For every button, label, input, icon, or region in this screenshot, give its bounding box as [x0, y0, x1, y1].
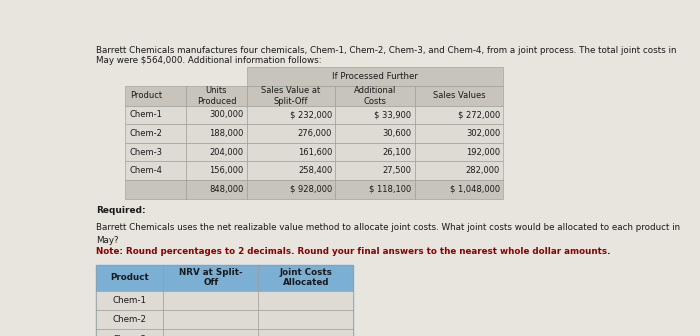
Text: 156,000: 156,000	[209, 166, 244, 175]
Text: 30,600: 30,600	[382, 129, 412, 138]
Bar	[335, 124, 414, 143]
Text: $ 1,048,000: $ 1,048,000	[450, 185, 500, 194]
Text: Additional
Costs: Additional Costs	[354, 86, 396, 106]
Text: Barrett Chemicals manufactures four chemicals, Chem-1, Chem-2, Chem-3, and Chem-: Barrett Chemicals manufactures four chem…	[96, 46, 676, 55]
Text: Chem-2: Chem-2	[113, 315, 146, 324]
Text: Sales Value at
Split-Off: Sales Value at Split-Off	[262, 86, 321, 106]
Bar	[96, 310, 163, 329]
Text: 282,000: 282,000	[466, 166, 500, 175]
Text: Chem-1: Chem-1	[130, 110, 162, 119]
Text: 258,400: 258,400	[298, 166, 332, 175]
Bar	[163, 329, 258, 336]
Bar	[247, 68, 503, 86]
Text: 192,000: 192,000	[466, 148, 500, 157]
Bar	[414, 124, 503, 143]
Text: Chem-3: Chem-3	[130, 148, 163, 157]
Bar	[125, 180, 186, 199]
Text: 188,000: 188,000	[209, 129, 244, 138]
Bar	[125, 106, 186, 124]
Text: Joint Costs
Allocated: Joint Costs Allocated	[279, 268, 332, 287]
Text: NRV at Split-
Off: NRV at Split- Off	[179, 268, 243, 287]
Bar	[96, 265, 163, 291]
Bar	[414, 143, 503, 161]
Bar	[414, 161, 503, 180]
Bar	[414, 180, 503, 199]
Bar	[258, 291, 354, 310]
Text: Chem-2: Chem-2	[130, 129, 162, 138]
Text: $ 928,000: $ 928,000	[290, 185, 332, 194]
Text: Sales Values: Sales Values	[433, 91, 485, 100]
Text: 161,600: 161,600	[298, 148, 332, 157]
Text: $ 232,000: $ 232,000	[290, 110, 332, 119]
Text: Units
Produced: Units Produced	[197, 86, 236, 106]
Bar	[335, 86, 414, 106]
Text: 26,100: 26,100	[382, 148, 412, 157]
Bar	[247, 161, 335, 180]
Bar	[186, 106, 247, 124]
Text: Chem-3: Chem-3	[113, 335, 146, 336]
Bar	[186, 161, 247, 180]
Bar	[414, 106, 503, 124]
Bar	[335, 143, 414, 161]
Bar	[163, 291, 258, 310]
Bar	[125, 124, 186, 143]
Bar	[96, 291, 163, 310]
Text: Required:: Required:	[96, 206, 146, 215]
Text: $ 33,900: $ 33,900	[374, 110, 412, 119]
Text: 27,500: 27,500	[382, 166, 412, 175]
Bar	[186, 143, 247, 161]
Bar	[247, 143, 335, 161]
Bar	[258, 265, 354, 291]
Text: 300,000: 300,000	[209, 110, 244, 119]
Text: Chem-1: Chem-1	[113, 296, 146, 305]
Text: $ 118,100: $ 118,100	[369, 185, 412, 194]
Bar	[186, 180, 247, 199]
Bar	[258, 310, 354, 329]
Bar	[125, 86, 186, 106]
Bar	[96, 329, 163, 336]
Bar	[335, 161, 414, 180]
Text: May were $564,000. Additional information follows:: May were $564,000. Additional informatio…	[96, 56, 321, 66]
Bar	[96, 265, 354, 336]
Text: Barrett Chemicals uses the net realizable value method to allocate joint costs. : Barrett Chemicals uses the net realizabl…	[96, 223, 680, 232]
Bar	[125, 161, 186, 180]
Bar	[247, 124, 335, 143]
Text: May?: May?	[96, 236, 118, 245]
Text: 302,000: 302,000	[466, 129, 500, 138]
Bar	[186, 86, 247, 106]
Text: 276,000: 276,000	[298, 129, 332, 138]
Bar	[258, 329, 354, 336]
Text: 848,000: 848,000	[209, 185, 244, 194]
Text: $ 272,000: $ 272,000	[458, 110, 500, 119]
Text: 204,000: 204,000	[209, 148, 244, 157]
Bar	[125, 143, 186, 161]
Bar	[335, 180, 414, 199]
Bar	[247, 106, 335, 124]
Text: Product: Product	[110, 273, 149, 282]
Text: Product: Product	[130, 91, 162, 100]
Bar	[247, 86, 335, 106]
Bar	[414, 86, 503, 106]
Bar	[163, 265, 258, 291]
Bar	[186, 124, 247, 143]
Bar	[335, 106, 414, 124]
Text: If Processed Further: If Processed Further	[332, 72, 418, 81]
Bar	[163, 310, 258, 329]
Bar	[247, 180, 335, 199]
Text: Note: Round percentages to 2 decimals. Round your final answers to the nearest w: Note: Round percentages to 2 decimals. R…	[96, 247, 610, 256]
Text: Chem-4: Chem-4	[130, 166, 162, 175]
